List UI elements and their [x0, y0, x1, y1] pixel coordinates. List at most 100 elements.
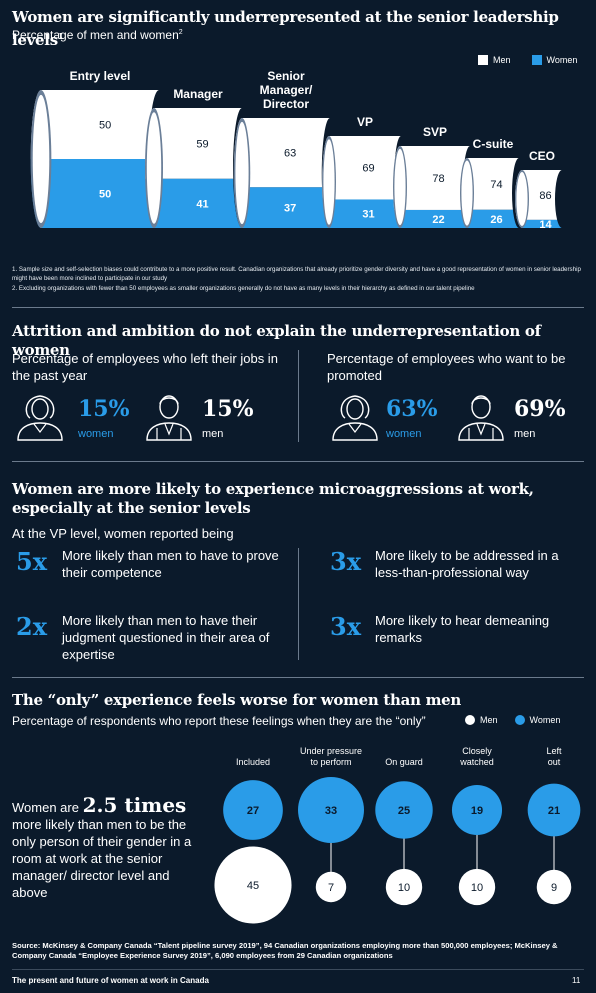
attrition-label: Percentage of employees who left their j… — [12, 351, 278, 383]
category-label: Left out — [546, 746, 562, 767]
bubble-men — [385, 868, 423, 906]
bubble-women — [451, 784, 503, 836]
bubble-men — [315, 871, 347, 903]
ambition-women-label: women — [386, 428, 422, 440]
pipeline-segment: 69 31 VP — [322, 115, 401, 228]
pipeline-segment: 63 37 Senior Manager/Director — [233, 69, 330, 228]
data-label-women: 41 — [196, 198, 208, 210]
pipe-opening-inner — [394, 148, 406, 226]
microaggression-prove-competence: More likely than men to have to prove th… — [62, 548, 279, 580]
multiplier-demeaning-remarks: 3x — [330, 612, 362, 641]
source-note: Source: McKinsey & Company Canada “Talen… — [12, 941, 558, 960]
bubble-women — [375, 781, 433, 839]
category-label: Under pressure to perform — [300, 746, 362, 767]
footnotes: 1. Sample size and self-selection biases… — [12, 266, 584, 294]
data-label-men: 78 — [432, 173, 444, 185]
data-label-men: 45 — [247, 880, 259, 892]
bubble-men — [458, 868, 496, 906]
data-label-men: 69 — [362, 163, 374, 175]
footer-divider — [12, 969, 584, 970]
data-label-men: 59 — [196, 138, 208, 150]
man-icon — [146, 395, 192, 441]
man-icon — [458, 395, 504, 441]
data-label-women: 27 — [247, 805, 259, 817]
title-footnote-marker: 1 — [57, 31, 64, 41]
legend-men-label: Men — [493, 55, 511, 65]
pipeline-chart: 50 50 Entry level 59 41 Manager 63 37 Senior Mana… — [30, 69, 562, 231]
legend-women-dot — [514, 715, 525, 725]
category-label: Included — [236, 757, 270, 767]
bar-women — [322, 199, 401, 228]
section1-title-text: Women are significantly underrepresented… — [12, 8, 559, 49]
data-label-men: 7 — [328, 882, 334, 894]
data-label-women: 31 — [362, 209, 374, 221]
ambition-label: Percentage of employees who want to be p… — [327, 351, 566, 383]
pipeline-segment: 78 22 SVP — [393, 125, 470, 228]
bar-women — [460, 209, 519, 228]
footer-title: The present and future of women at work … — [12, 976, 209, 985]
page-number: 11 — [572, 976, 581, 985]
pipe-opening-inner — [235, 121, 249, 225]
category-label: Senior Manager/Director — [260, 69, 313, 111]
multiplier-prove-competence: 5x — [16, 547, 48, 576]
section1-title: Women are significantly underrepresented… — [12, 8, 582, 50]
attrition-men-label: men — [202, 428, 224, 440]
callout-pre: Women are — [12, 800, 83, 815]
footnote-2: 2. Excluding organizations with fewer th… — [12, 285, 475, 292]
legend-men-label: Men — [480, 715, 498, 725]
category-label: VP — [357, 115, 373, 129]
category-label: C-suite — [473, 137, 514, 151]
data-label-women: 26 — [490, 214, 502, 226]
section1-subtitle-text: Percentage of men and women — [12, 28, 179, 42]
category-label: CEO — [529, 149, 555, 163]
data-label-men: 86 — [539, 190, 551, 202]
multiplier-judgment-questioned: 2x — [16, 612, 48, 641]
pipeline-segment: 86 14 CEO — [515, 149, 562, 231]
category-label: Closely watched — [459, 746, 494, 767]
data-label-women: 22 — [432, 214, 444, 226]
category-label: On guard — [385, 757, 423, 767]
section2-title: Attrition and ambition do not explain th… — [12, 322, 541, 359]
callout-post: more likely than men to be the only pers… — [12, 817, 192, 900]
ambition-women-value: 63% — [386, 396, 438, 422]
section4-title: The “only” experience feels worse for wo… — [12, 691, 462, 709]
bar-women — [515, 219, 562, 228]
bubble-women — [223, 780, 283, 840]
section3-intro: At the VP level, women reported being — [12, 526, 234, 541]
bubble-pair: 10 25 On guard — [375, 757, 433, 906]
section3-title: Women are more likely to experience micr… — [12, 480, 534, 517]
pipe-opening-inner — [146, 112, 162, 224]
section1-subtitle: Percentage of men and women2 — [12, 28, 183, 42]
data-label-women: 37 — [284, 203, 296, 215]
attrition-women-label: women — [78, 428, 114, 440]
microaggression-addressed-unprofessional: More likely to be addressed in a less-th… — [375, 548, 559, 580]
pipeline-segment: 59 41 Manager — [145, 87, 242, 228]
category-label: Manager — [173, 87, 223, 101]
legend-women-label: Women — [546, 55, 578, 65]
callout-multiplier: 2.5 times — [82, 793, 187, 817]
woman-icon — [17, 395, 63, 441]
category-label: Entry level — [70, 69, 131, 83]
bubble-men — [214, 846, 292, 924]
ambition-men-value: 69% — [514, 396, 566, 422]
data-label-men: 74 — [490, 179, 502, 191]
bubble-women — [527, 783, 581, 837]
category-label: SVP — [423, 125, 447, 139]
legend-men-swatch — [478, 55, 488, 65]
pipe-opening-inner — [32, 94, 50, 224]
divider — [12, 461, 584, 462]
footnote-1: 1. Sample size and self-selection biases… — [12, 266, 581, 282]
bar-women — [233, 187, 330, 228]
section2-divider — [298, 350, 299, 442]
bubble-women — [298, 777, 364, 843]
bubble-men — [536, 869, 572, 905]
attrition-men-value: 15% — [202, 396, 254, 422]
pipe-opening-inner — [516, 172, 528, 226]
woman-icon — [332, 395, 378, 441]
divider — [12, 677, 584, 678]
pipeline-segment: 74 26 C-suite — [460, 137, 519, 228]
only-legend: Men Women — [465, 715, 560, 725]
only-bubble-chart: 45 27 Included 7 33 Under pressure to perform 1… — [214, 746, 581, 924]
subtitle-footnote-marker: 2 — [178, 29, 183, 36]
bubble-pair: 9 21 Left out — [527, 746, 581, 905]
